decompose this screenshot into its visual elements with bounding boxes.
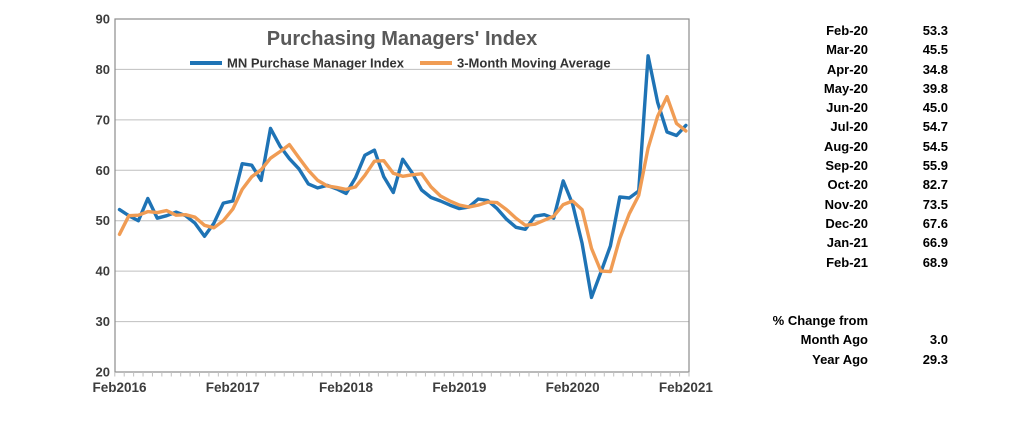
legend-label-ma: 3-Month Moving Average	[457, 56, 611, 71]
month-value: 67.6	[922, 215, 948, 231]
month-value: 53.3	[922, 23, 948, 38]
x-tick-label: Feb2017	[206, 380, 260, 395]
month-value: 45.5	[922, 42, 948, 58]
month-value: 73.5	[922, 196, 948, 212]
table-row: Oct-20 82.7	[740, 175, 950, 194]
table-row: Feb-21 68.9	[740, 253, 950, 272]
x-tick-label: Feb2018	[319, 380, 374, 395]
pmi-line	[117, 54, 688, 300]
month-label: Feb-20	[826, 23, 868, 38]
month-label: Sep-20	[825, 158, 868, 174]
table-row: Apr-20 34.8	[740, 60, 950, 79]
pct-change-heading-row: % Change from	[740, 311, 950, 330]
table-row: May-20 39.8	[740, 79, 950, 98]
y-axis-labels: 90 80 70 60 50 40 30 20	[96, 12, 110, 380]
month-label: Nov-20	[824, 196, 868, 212]
pct-change-label: Month Ago	[800, 332, 868, 348]
month-label: Mar-20	[826, 42, 868, 58]
moving-average-line	[117, 94, 688, 274]
pct-change-value: 3.0	[929, 332, 948, 348]
table-row: Feb-20 53.3	[740, 21, 950, 40]
y-tick-label: 70	[96, 112, 110, 127]
table-row: Mar-20 45.5	[740, 40, 950, 59]
x-tick-label: Feb2020	[546, 380, 600, 395]
month-label: Apr-20	[826, 61, 868, 77]
month-label: May-20	[823, 80, 868, 96]
y-tick-label: 80	[96, 62, 110, 77]
y-tick-label: 50	[96, 213, 110, 228]
gridlines	[115, 68, 689, 323]
table-row: Dec-20 67.6	[740, 214, 950, 233]
legend: MN Purchase Manager Index 3-Month Moving…	[190, 56, 611, 71]
pct-change-row: Year Ago 29.3	[740, 350, 950, 369]
month-value: 54.7	[922, 119, 948, 135]
y-tick-label: 60	[96, 163, 110, 178]
month-label: Jan-21	[826, 235, 868, 251]
x-axis-labels: Feb2016 Feb2017 Feb2018 Feb2019 Feb2020 Feb20…	[92, 380, 713, 395]
month-value: 82.7	[922, 177, 948, 193]
x-tick-label: Feb2019	[432, 380, 486, 395]
month-label: Feb-21	[826, 254, 868, 270]
month-value: 68.9	[922, 254, 948, 270]
pct-change-label: Year Ago	[812, 351, 868, 367]
y-tick-label: 20	[96, 365, 110, 380]
table-row: Jul-20 54.7	[740, 117, 950, 136]
pct-change-row: Month Ago 3.0	[740, 330, 950, 349]
y-tick-label: 30	[96, 314, 110, 329]
month-value: 45.0	[922, 100, 948, 116]
legend-label-pmi: MN Purchase Manager Index	[227, 56, 405, 71]
monthly-values-table: Feb-20 53.3 Mar-20 45.5 Apr-20 34.8 May-20 39.8…	[740, 21, 950, 272]
table-row: Jan-21 66.9	[740, 233, 950, 252]
table-row: Sep-20 55.9	[740, 156, 950, 175]
month-label: Jun-20	[826, 100, 868, 116]
month-value: 34.8	[922, 61, 948, 77]
pct-change-value: 29.3	[922, 351, 948, 367]
month-label: Oct-20	[827, 177, 868, 193]
month-label: Jul-20	[830, 119, 868, 135]
x-tick-label: Feb2021	[659, 380, 714, 395]
plot-border	[114, 18, 690, 373]
month-value: 55.9	[922, 158, 948, 174]
table-row: Jun-20 45.0	[740, 98, 950, 117]
table-row: Nov-20 73.5	[740, 195, 950, 214]
y-tick-label: 90	[96, 12, 110, 27]
pct-change-heading: % Change from	[772, 313, 868, 328]
y-tick-label: 40	[96, 264, 110, 279]
month-label: Dec-20	[825, 215, 868, 231]
month-value: 66.9	[922, 235, 948, 251]
month-label: Aug-20	[823, 138, 868, 154]
series-lines	[117, 54, 688, 300]
month-value: 54.5	[922, 138, 948, 154]
pct-change-block: % Change from Month Ago 3.0 Year Ago 29.3	[740, 311, 950, 369]
chart-title: Purchasing Managers' Index	[267, 28, 537, 50]
x-axis-minor-ticks	[114, 372, 690, 377]
month-value: 39.8	[922, 80, 948, 96]
table-row: Aug-20 54.5	[740, 137, 950, 156]
x-tick-label: Feb2016	[92, 380, 147, 395]
